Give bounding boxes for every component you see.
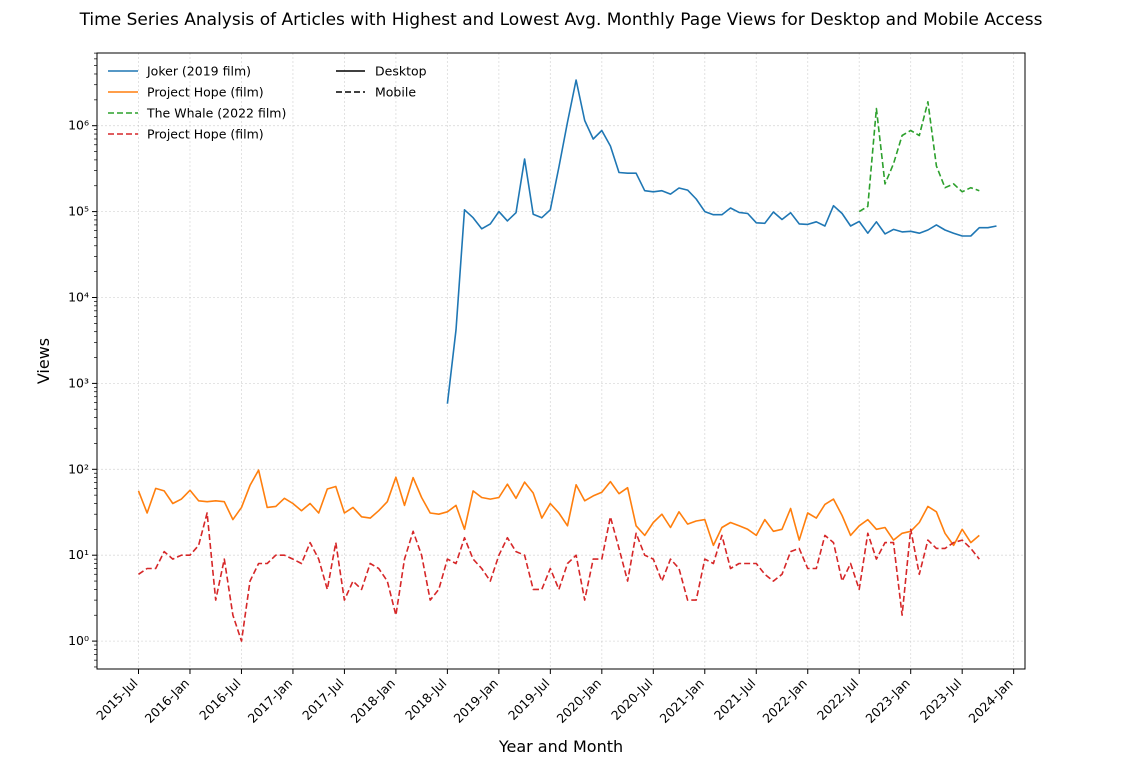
- x-tick-label: 2022-Jan: [759, 676, 809, 726]
- y-tick-label: 10¹: [68, 547, 89, 562]
- legend-style-label: Mobile: [375, 85, 416, 100]
- x-tick-label: 2017-Jan: [245, 676, 295, 726]
- grid: [97, 53, 1025, 669]
- x-tick-label: 2021-Jul: [711, 676, 758, 723]
- x-tick-label: 2020-Jan: [554, 676, 604, 726]
- legend-label: Project Hope (film): [147, 127, 264, 142]
- x-tick-label: 2024-Jan: [965, 676, 1015, 726]
- x-tick-label: 2015-Jul: [93, 676, 140, 723]
- series-line-4: [138, 512, 980, 642]
- series-line-1: [446, 79, 997, 404]
- x-tick-label: 2022-Jul: [814, 676, 861, 723]
- x-tick-label: 2016-Jul: [196, 676, 243, 723]
- series-layer: [137, 79, 997, 642]
- y-tick-label: 10⁶: [68, 118, 89, 133]
- x-tick-label: 2019-Jul: [505, 676, 552, 723]
- x-tick-label: 2023-Jan: [862, 676, 912, 726]
- legend-line-style: Desktop Mobile: [336, 64, 427, 100]
- x-tick-label: 2018-Jan: [348, 676, 398, 726]
- y-tick-label: 10⁴: [68, 290, 89, 305]
- y-tick-label: 10⁰: [68, 633, 89, 648]
- y-tick-label: 10²: [68, 461, 89, 476]
- legend-label: Joker (2019 film): [146, 64, 251, 79]
- y-axis-label: Views: [34, 338, 53, 384]
- plot-frame: [96, 52, 1026, 670]
- x-axis: 2015-Jul 2016-Jan 2016-Jul 2017-Jan 2017-Jul…: [93, 669, 1016, 726]
- x-axis-label: Year and Month: [498, 737, 623, 756]
- x-tick-label: 2023-Jul: [917, 676, 964, 723]
- y-tick-label: 10⁵: [68, 204, 89, 219]
- series-line-2: [137, 469, 980, 547]
- legend-style-label: Desktop: [375, 64, 427, 79]
- x-tick-label: 2020-Jul: [608, 676, 655, 723]
- y-axis: 10⁰ 10¹ 10² 10³ 10⁴ 10⁵ 10⁶: [68, 52, 97, 668]
- legend-series: Joker (2019 film) Project Hope (film) The …: [108, 64, 286, 142]
- x-tick-label: 2021-Jan: [656, 676, 706, 726]
- series-line-3: [858, 101, 980, 213]
- x-tick-label: 2018-Jul: [402, 676, 449, 723]
- x-tick-label: 2017-Jul: [299, 676, 346, 723]
- legend-label: Project Hope (film): [147, 85, 264, 100]
- x-tick-label: 2016-Jan: [142, 676, 192, 726]
- chart-title: Time Series Analysis of Articles with Hi…: [79, 10, 1043, 30]
- y-tick-label: 10³: [68, 375, 89, 390]
- x-tick-label: 2019-Jan: [451, 676, 501, 726]
- legend-label: The Whale (2022 film): [146, 106, 286, 121]
